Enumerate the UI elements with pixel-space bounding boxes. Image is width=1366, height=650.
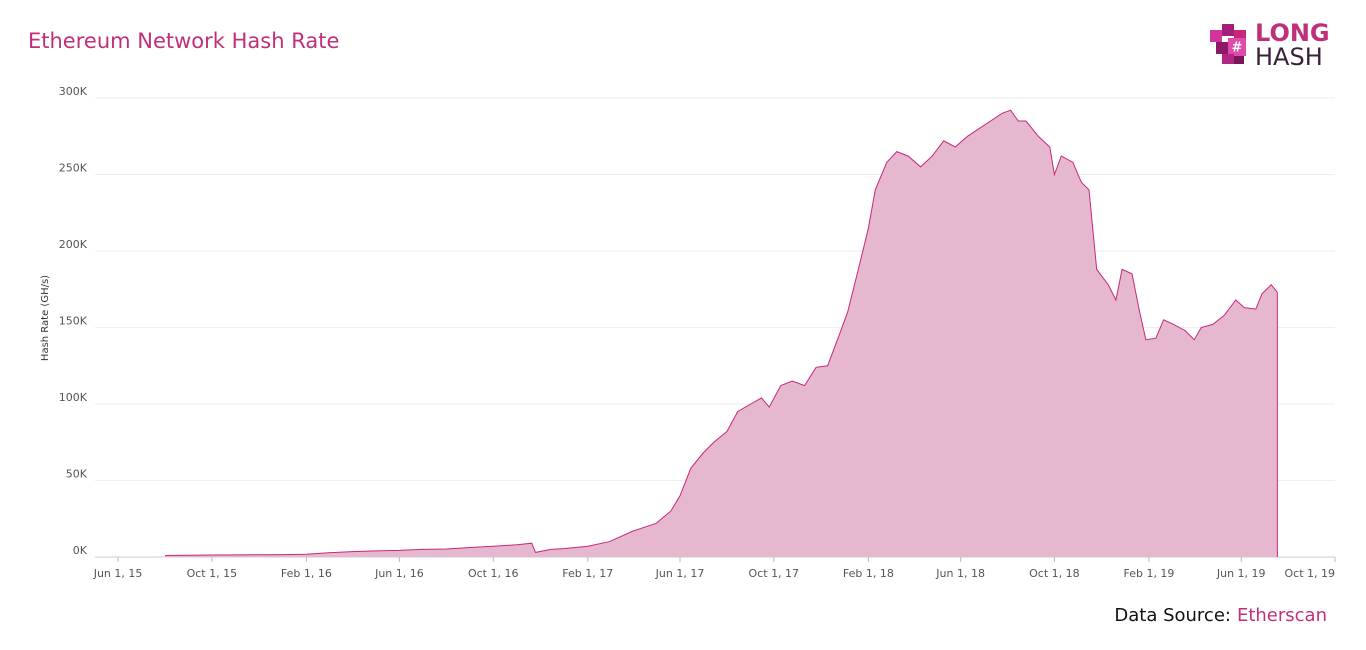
logo-icon: # <box>1210 24 1246 64</box>
y-tick-label: 250K <box>59 162 88 175</box>
chart-title: Ethereum Network Hash Rate <box>28 29 339 53</box>
area-line <box>164 109 1278 556</box>
x-tick-label: Oct 1, 17 <box>749 567 800 580</box>
x-tick-label: Oct 1, 16 <box>468 567 519 580</box>
plot-area <box>95 97 1336 562</box>
x-tick-label: Oct 1, 18 <box>1029 567 1080 580</box>
y-tick-label: 0K <box>73 544 88 557</box>
source-text: Data Source: Etherscan <box>1114 605 1327 626</box>
x-tick-label: Jun 1, 15 <box>93 567 143 580</box>
logo-cube <box>1210 30 1222 42</box>
x-tick-label: Feb 1, 18 <box>843 567 894 580</box>
x-tick-label: Feb 1, 17 <box>562 567 613 580</box>
x-tick-label: Oct 1, 19 <box>1284 567 1335 580</box>
x-tick-label: Jun 1, 17 <box>655 567 705 580</box>
y-tick-label: 300K <box>59 85 88 98</box>
x-tick-label: Oct 1, 15 <box>187 567 238 580</box>
y-tick-label: 50K <box>66 468 88 481</box>
x-tick-label: Jun 1, 19 <box>1216 567 1266 580</box>
logo-cube <box>1234 56 1244 64</box>
x-tick-label: Jun 1, 16 <box>374 567 424 580</box>
logo-cube <box>1228 38 1246 56</box>
x-tick-label: Jun 1, 18 <box>935 567 985 580</box>
logo-cube <box>1222 54 1234 64</box>
y-axis-label: Hash Rate (GH/s) <box>40 275 51 361</box>
y-tick-label: 100K <box>59 391 88 404</box>
logo-cube <box>1216 42 1228 54</box>
source-name: Etherscan <box>1237 605 1327 626</box>
logo-cube <box>1222 24 1234 36</box>
logo-top: LONG <box>1255 19 1330 47</box>
source-label: Data Source: <box>1114 605 1231 626</box>
x-tick-label: Feb 1, 19 <box>1123 567 1174 580</box>
y-tick-label: 150K <box>59 315 88 328</box>
logo-bottom: HASH <box>1255 43 1323 71</box>
logo-hash-symbol: # <box>1232 41 1243 56</box>
x-tick-label: Feb 1, 16 <box>281 567 332 580</box>
area-fill <box>165 110 1278 557</box>
y-tick-label: 200K <box>59 238 88 251</box>
